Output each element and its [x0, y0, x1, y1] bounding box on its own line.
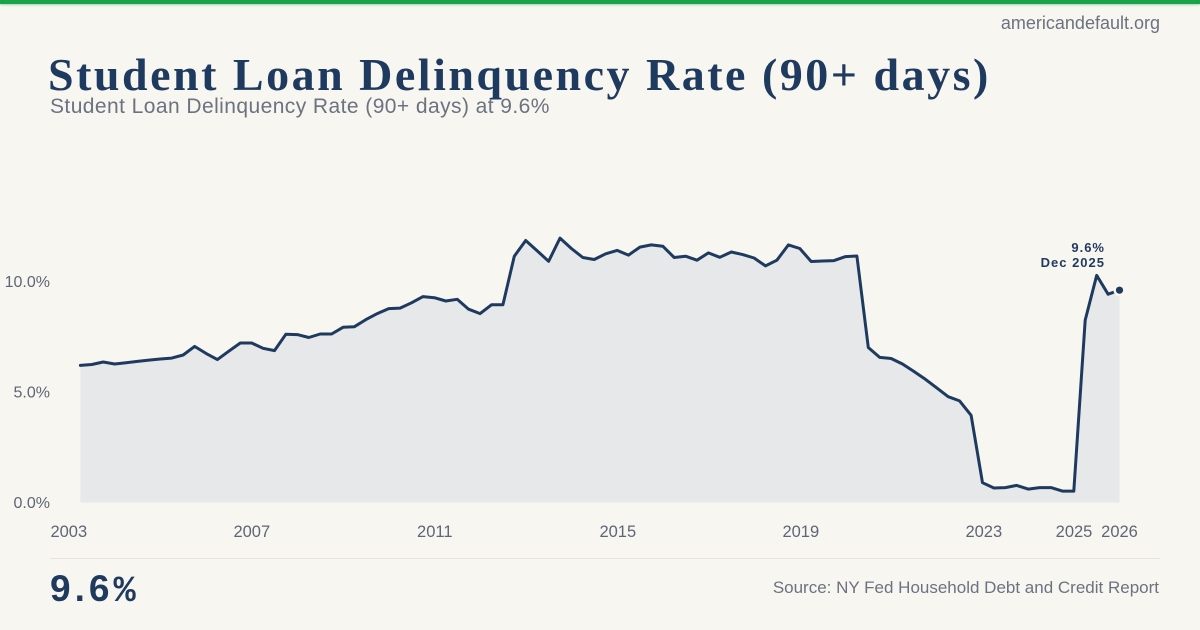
svg-text:2023: 2023 [965, 523, 1002, 541]
svg-text:5.0%: 5.0% [14, 385, 50, 402]
svg-text:2011: 2011 [417, 523, 452, 541]
svg-text:2015: 2015 [599, 523, 636, 541]
svg-text:2025: 2025 [1056, 523, 1093, 541]
svg-text:2007: 2007 [233, 523, 270, 541]
svg-text:Dec 2025: Dec 2025 [1041, 255, 1105, 270]
svg-text:9.6%: 9.6% [1071, 240, 1105, 255]
svg-text:2003: 2003 [50, 523, 87, 541]
svg-text:0.0%: 0.0% [14, 495, 50, 512]
svg-text:2019: 2019 [782, 523, 819, 541]
svg-text:10.0%: 10.0% [5, 274, 50, 291]
svg-text:2026: 2026 [1101, 523, 1138, 541]
